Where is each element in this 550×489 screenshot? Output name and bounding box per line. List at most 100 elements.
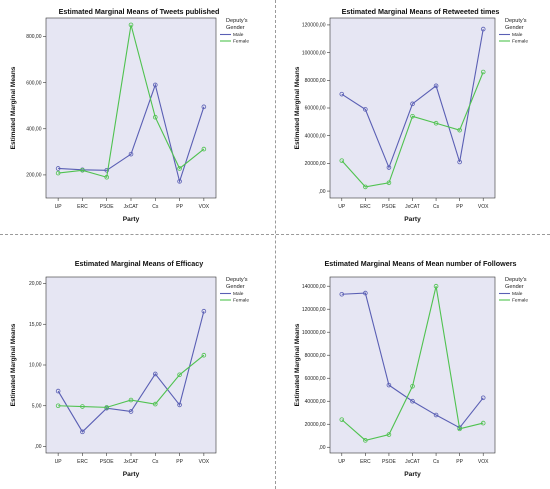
x-tick-label: PSOE xyxy=(100,459,115,465)
data-point-male xyxy=(128,151,134,157)
data-point-female xyxy=(457,426,462,432)
data-point-male xyxy=(386,382,392,388)
x-tick-label: UP xyxy=(55,459,63,465)
data-point-female xyxy=(457,127,462,133)
y-tick-label: 800,00 xyxy=(26,34,42,40)
plot-area xyxy=(45,276,217,454)
x-tick-label: VOX xyxy=(478,459,489,465)
x-tick-label: PP xyxy=(176,204,183,210)
x-tick-label: PP xyxy=(456,204,463,210)
data-point-female xyxy=(410,114,415,119)
x-tick-label: Cs xyxy=(433,204,440,210)
data-point-male xyxy=(339,91,345,97)
data-point-male xyxy=(433,83,439,89)
y-tick-label: ,00 xyxy=(319,445,326,451)
x-axis-label: Party xyxy=(123,216,140,223)
data-point-female xyxy=(104,174,110,180)
data-point-female xyxy=(80,404,85,409)
data-point-female xyxy=(152,401,158,407)
data-point-female xyxy=(433,120,439,126)
y-tick-label: 5,00 xyxy=(32,403,42,409)
x-tick-label: JxCAT xyxy=(124,204,139,210)
data-point-female xyxy=(152,114,158,120)
data-point-male xyxy=(80,429,85,435)
data-point-male xyxy=(363,290,368,296)
y-tick-label: 60000,00 xyxy=(305,376,326,382)
x-tick-label: PSOE xyxy=(100,204,115,210)
x-tick-label: UP xyxy=(338,204,346,210)
data-point-male xyxy=(410,398,415,404)
data-point-female xyxy=(410,383,415,389)
data-point-male xyxy=(480,26,486,32)
data-point-male xyxy=(128,409,134,414)
chart-panel-tweets: Estimated Marginal Means of Tweets publi… xyxy=(0,0,275,234)
x-tick-label: VOX xyxy=(199,459,210,465)
plot-area xyxy=(329,17,496,199)
legend-label-male: Male xyxy=(233,291,244,297)
y-tick-label: 140000,00 xyxy=(302,284,326,290)
data-point-male xyxy=(104,168,110,173)
data-point-male xyxy=(201,308,207,314)
chart-title: Estimated Marginal Means of Efficacy xyxy=(75,259,204,268)
legend-title: Gender xyxy=(226,25,245,31)
data-point-female xyxy=(363,438,368,443)
x-tick-label: Cs xyxy=(152,204,159,210)
data-point-male xyxy=(201,104,207,110)
data-point-female xyxy=(104,405,110,410)
y-tick-label: 120000,00 xyxy=(302,23,326,29)
series-line-female xyxy=(58,354,205,408)
x-axis-label: Party xyxy=(123,471,140,478)
y-tick-label: 100000,00 xyxy=(302,330,326,336)
y-axis-label: Estimated Marginal Means xyxy=(294,323,301,406)
legend-label-female: Female xyxy=(512,298,528,304)
series-line-female xyxy=(341,286,484,441)
legend-title: Deputy's xyxy=(505,277,527,283)
legend-title: Gender xyxy=(226,284,245,290)
y-axis-label: Estimated Marginal Means xyxy=(294,66,301,149)
data-point-female xyxy=(177,372,182,378)
data-point-female xyxy=(363,184,368,190)
x-tick-label: JxCAT xyxy=(405,204,420,210)
legend-title: Gender xyxy=(505,284,524,290)
data-point-male xyxy=(457,159,462,165)
data-point-male xyxy=(55,388,61,394)
x-tick-label: UP xyxy=(338,459,346,465)
data-point-female xyxy=(128,22,134,28)
chart-title: Estimated Marginal Means of Tweets publi… xyxy=(59,7,220,16)
y-tick-label: 10,00 xyxy=(29,363,42,369)
y-tick-label: 80000,00 xyxy=(305,78,326,84)
legend-label-female: Female xyxy=(233,39,249,45)
plot-area xyxy=(329,276,496,454)
data-point-male xyxy=(152,82,158,88)
data-point-male xyxy=(55,166,61,171)
data-point-female xyxy=(128,397,134,403)
data-point-female xyxy=(386,432,392,437)
x-tick-label: VOX xyxy=(199,204,210,210)
data-point-female xyxy=(480,69,486,75)
data-point-male xyxy=(177,402,182,408)
y-tick-label: 40000,00 xyxy=(305,133,326,139)
data-point-female xyxy=(386,180,392,186)
chart-tweets-published: Estimated Marginal Means of Tweets publi… xyxy=(10,7,249,223)
x-tick-label: PSOE xyxy=(382,204,397,210)
series-line-male xyxy=(341,28,484,170)
plot-area xyxy=(45,17,217,199)
x-tick-label: ERC xyxy=(77,204,88,210)
x-tick-label: JxCAT xyxy=(124,459,139,465)
x-tick-label: VOX xyxy=(478,204,489,210)
data-point-female xyxy=(177,166,182,171)
y-tick-label: 60000,00 xyxy=(305,106,326,112)
data-point-female xyxy=(480,420,486,426)
legend-label-male: Male xyxy=(512,291,523,297)
chart-efficacy: Estimated Marginal Means of Efficacy ,00 5… xyxy=(10,259,249,478)
x-tick-label: PSOE xyxy=(382,459,397,465)
panel-divider-vertical xyxy=(275,0,276,489)
y-axis-label: Estimated Marginal Means xyxy=(10,66,17,149)
series-line-female xyxy=(58,24,205,178)
x-tick-label: PP xyxy=(456,459,463,465)
x-tick-label: Cs xyxy=(152,459,159,465)
x-axis-label: Party xyxy=(404,216,421,223)
x-tick-label: ERC xyxy=(360,204,371,210)
x-tick-label: Cs xyxy=(433,459,440,465)
y-tick-label: 15,00 xyxy=(29,322,42,328)
